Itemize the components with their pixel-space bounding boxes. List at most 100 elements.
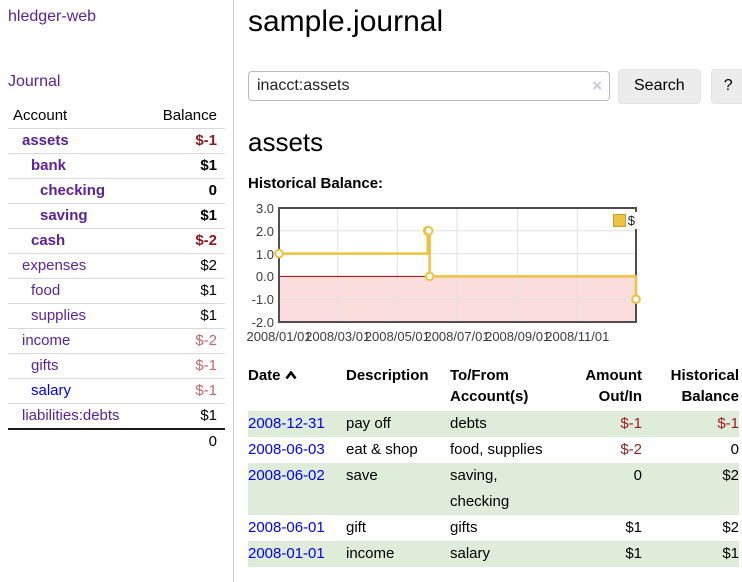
transaction-accounts: gifts bbox=[450, 519, 478, 536]
balance-column-header: Balance bbox=[162, 107, 217, 124]
register-row: 2008-12-31 pay off debts $-1 $-1 bbox=[248, 411, 739, 437]
account-row: bank $1 bbox=[8, 153, 225, 179]
account-balance: $1 bbox=[200, 282, 217, 299]
account-balance: $-1 bbox=[195, 132, 217, 149]
search-input[interactable] bbox=[248, 71, 610, 101]
account-link[interactable]: saving bbox=[40, 207, 88, 224]
account-balance: $-2 bbox=[195, 232, 217, 249]
register-row: 2008-06-01 gift gifts $1 $2 bbox=[248, 515, 739, 541]
register-header-row: Date Description To/From Account(s) Amount … bbox=[248, 363, 739, 411]
x-axis-tick-label: 2008/03/01 bbox=[305, 329, 371, 344]
account-link[interactable]: food bbox=[31, 282, 61, 299]
transaction-amount: 0 bbox=[633, 467, 642, 484]
transaction-amount: $-2 bbox=[620, 441, 642, 458]
x-axis-tick-label: 2008/05/01 bbox=[364, 329, 430, 344]
account-balance: $1 bbox=[200, 307, 217, 324]
account-heading: assets bbox=[248, 127, 324, 157]
transaction-balance: $1 bbox=[722, 545, 739, 562]
sort-asc-icon bbox=[284, 370, 297, 380]
transaction-balance: $2 bbox=[722, 467, 739, 484]
y-axis-tick-label: 1.0 bbox=[255, 246, 274, 262]
transaction-description: pay off bbox=[346, 415, 391, 432]
account-link[interactable]: supplies bbox=[31, 307, 87, 324]
accounts-total-value: 0 bbox=[208, 433, 217, 450]
y-axis-tick-label: 0.0 bbox=[255, 269, 274, 285]
account-row: checking 0 bbox=[8, 178, 225, 204]
x-axis-tick-label: 2008/07/01 bbox=[424, 329, 490, 344]
clear-search-icon[interactable]: × bbox=[592, 76, 602, 95]
page-title: sample.journal bbox=[248, 5, 444, 38]
account-link[interactable]: income bbox=[22, 332, 71, 349]
account-row: saving $1 bbox=[8, 203, 225, 229]
search-form: × Search ? bbox=[248, 68, 742, 104]
transaction-description: save bbox=[346, 467, 378, 484]
account-balance: $1 bbox=[200, 407, 217, 424]
y-axis-tick-label: -2.0 bbox=[251, 315, 274, 330]
sidebar: hledger-web Journal Account Balance asse… bbox=[0, 0, 234, 582]
account-row: assets $-1 bbox=[8, 128, 225, 154]
account-balance: $1 bbox=[200, 157, 217, 174]
x-axis-tick-label: 2008/09/01 bbox=[485, 329, 551, 344]
x-axis-tick-label: 2008/01/01 bbox=[246, 329, 312, 344]
account-balance: $1 bbox=[200, 207, 217, 224]
transaction-date-link[interactable]: 2008-06-03 bbox=[248, 441, 325, 458]
account-link[interactable]: liabilities:debts bbox=[22, 407, 120, 424]
x-axis-tick-label: 2008/11/01 bbox=[545, 329, 610, 344]
register-column-header: Historical Balance bbox=[670, 367, 739, 405]
account-row: liabilities:debts $1 bbox=[8, 403, 225, 430]
account-link[interactable]: assets bbox=[22, 132, 69, 149]
account-balance: $-2 bbox=[195, 332, 217, 349]
chart-legend: $ bbox=[610, 212, 637, 229]
transaction-date-link[interactable]: 2008-12-31 bbox=[248, 415, 325, 432]
register-row: 2008-06-02 save saving, checking 0 $2 bbox=[248, 463, 739, 515]
transaction-accounts: saving, checking bbox=[450, 467, 510, 510]
register-row: 2008-06-03 eat & shop food, supplies $-2 0 bbox=[248, 437, 739, 463]
app-title-link[interactable]: hledger-web bbox=[8, 8, 97, 25]
accounts-total-row: 0 bbox=[8, 429, 225, 454]
account-link[interactable]: cash bbox=[31, 232, 66, 249]
transaction-amount: $1 bbox=[625, 545, 642, 562]
main-content: sample.journal × Search ? assets Histori… bbox=[234, 0, 742, 582]
transaction-accounts: debts bbox=[450, 415, 487, 432]
account-row: supplies $1 bbox=[8, 303, 225, 329]
account-balance: 0 bbox=[208, 182, 217, 199]
transaction-amount: $1 bbox=[625, 519, 642, 536]
account-link[interactable]: checking bbox=[40, 182, 106, 199]
journal-link[interactable]: Journal bbox=[8, 73, 61, 90]
register-row: 2008-01-01 income salary $1 $1 bbox=[248, 541, 739, 567]
register-column-header: Description bbox=[346, 367, 429, 384]
legend-series-label: $ bbox=[627, 213, 635, 228]
transaction-amount: $-1 bbox=[620, 415, 642, 432]
y-axis-tick-label: -1.0 bbox=[251, 292, 274, 308]
transaction-description: gift bbox=[346, 519, 367, 536]
legend-swatch-icon bbox=[612, 214, 626, 227]
account-row: cash $-2 bbox=[8, 228, 225, 254]
account-balance: $-1 bbox=[195, 357, 217, 374]
register-table: Date Description To/From Account(s) Amount … bbox=[248, 363, 739, 567]
account-link[interactable]: gifts bbox=[31, 357, 59, 374]
transaction-date-link[interactable]: 2008-06-02 bbox=[248, 467, 325, 484]
help-button[interactable]: ? bbox=[710, 68, 742, 104]
y-axis-tick-label: 3.0 bbox=[255, 201, 274, 216]
balance-chart-svg bbox=[274, 207, 641, 323]
account-row: food $1 bbox=[8, 278, 225, 304]
transaction-description: income bbox=[346, 545, 395, 562]
account-row: expenses $2 bbox=[8, 253, 225, 279]
transaction-balance: $-1 bbox=[717, 415, 739, 432]
transaction-balance: $2 bbox=[722, 519, 739, 536]
account-link[interactable]: bank bbox=[31, 157, 67, 174]
transaction-date-link[interactable]: 2008-01-01 bbox=[248, 545, 325, 562]
y-axis-tick-label: 2.0 bbox=[255, 223, 274, 239]
transaction-date-link[interactable]: 2008-06-01 bbox=[248, 519, 325, 536]
account-link[interactable]: salary bbox=[31, 382, 72, 399]
account-row: gifts $-1 bbox=[8, 353, 225, 379]
search-button[interactable]: Search bbox=[618, 68, 701, 104]
accounts-table: Account Balance assets $-1 bank $1 checking 0… bbox=[8, 104, 225, 454]
transaction-balance: 0 bbox=[730, 441, 739, 458]
register-column-header[interactable]: Date bbox=[248, 363, 346, 411]
account-link[interactable]: expenses bbox=[22, 257, 87, 274]
register-column-header: To/From Account(s) bbox=[450, 367, 529, 405]
transaction-description: eat & shop bbox=[346, 441, 418, 458]
account-balance: $-1 bbox=[195, 382, 217, 399]
